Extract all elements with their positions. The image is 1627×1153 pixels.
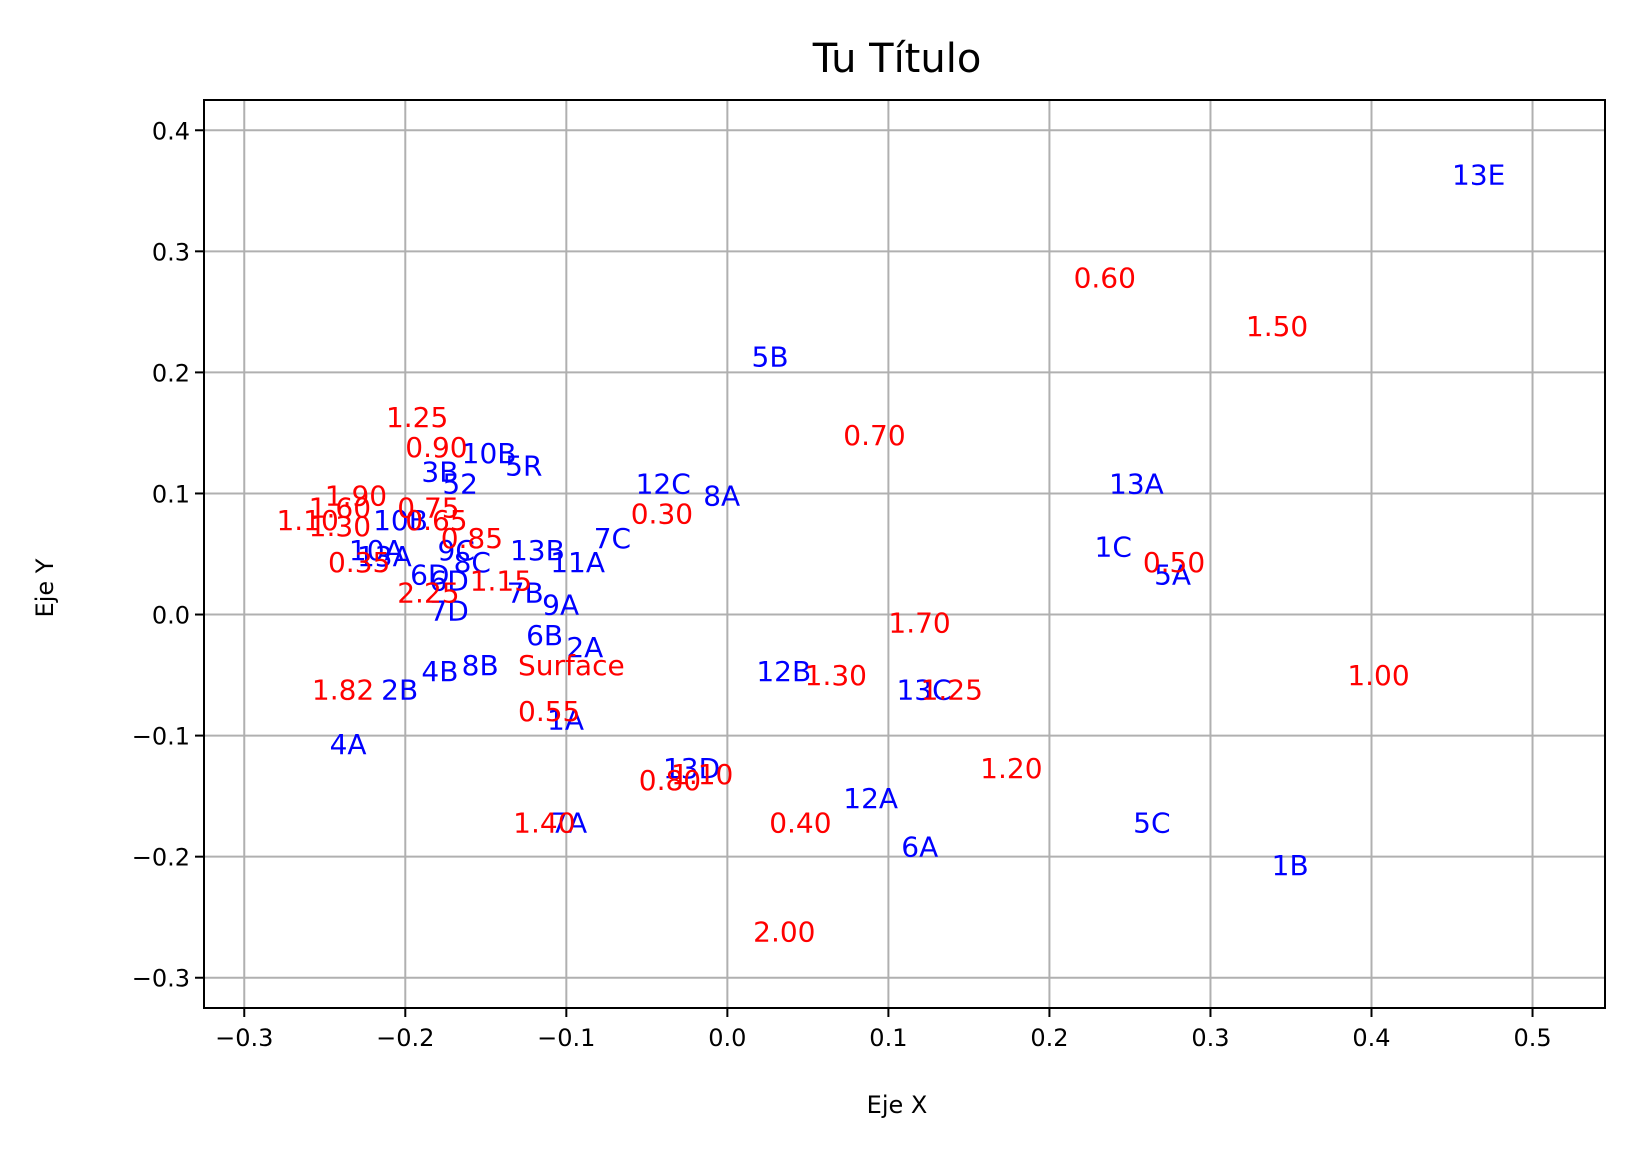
point-label: 4B bbox=[421, 655, 458, 688]
point-label: 5C bbox=[1133, 806, 1170, 839]
point-label: 1B bbox=[1272, 849, 1309, 882]
y-tick-label: −0.3 bbox=[132, 965, 190, 993]
point-label: 13A bbox=[357, 540, 412, 573]
point-label: 0.70 bbox=[843, 419, 905, 452]
point-label: 1.10 bbox=[276, 504, 338, 537]
point-label: 0.75 bbox=[397, 492, 459, 525]
point-label: 0.55 bbox=[518, 695, 580, 728]
x-tick-label: 0.2 bbox=[1030, 1024, 1068, 1052]
point-label: 1.10 bbox=[671, 758, 733, 791]
point-label: 0.90 bbox=[405, 431, 467, 464]
point-label: 13D bbox=[663, 752, 720, 785]
y-tick-label: 0.0 bbox=[152, 602, 190, 630]
point-label: 0.65 bbox=[405, 504, 467, 537]
point-label: 0.35 bbox=[328, 546, 390, 579]
point-label: 1.70 bbox=[888, 607, 950, 640]
point-label: 6D bbox=[429, 564, 468, 597]
point-label: 12C bbox=[636, 467, 691, 500]
x-tick-label: 0.4 bbox=[1352, 1024, 1390, 1052]
point-label: 1.25 bbox=[921, 673, 983, 706]
x-tick-label: 0.3 bbox=[1191, 1024, 1229, 1052]
point-label: 6A bbox=[901, 831, 938, 864]
point-label: 2B bbox=[381, 673, 418, 706]
chart-title: Tu Título bbox=[812, 36, 982, 82]
point-label: 0.60 bbox=[1074, 262, 1136, 295]
point-label: 4A bbox=[330, 728, 367, 761]
x-tick-label: −0.2 bbox=[376, 1024, 434, 1052]
point-label: 13A bbox=[1109, 467, 1164, 500]
point-label: 0.80 bbox=[639, 764, 701, 797]
point-label: 1.00 bbox=[1347, 659, 1409, 692]
point-label: 7B bbox=[507, 576, 544, 609]
x-tick-label: 0.5 bbox=[1513, 1024, 1551, 1052]
y-axis-label: Eje Y bbox=[31, 558, 59, 617]
point-label: 7C bbox=[594, 522, 631, 555]
point-label: 1.25 bbox=[386, 401, 448, 434]
point-label: 0.40 bbox=[769, 806, 831, 839]
point-label: 5A bbox=[1154, 558, 1191, 591]
point-label: 9A bbox=[542, 589, 579, 622]
grid-lines bbox=[204, 100, 1605, 1008]
point-label: 1.30 bbox=[309, 510, 371, 543]
point-label: 5B bbox=[752, 340, 789, 373]
point-label: 13E bbox=[1452, 159, 1505, 192]
point-label: 9C bbox=[438, 534, 475, 567]
x-axis-label: Eje X bbox=[867, 1091, 928, 1119]
x-tick-label: −0.1 bbox=[537, 1024, 595, 1052]
point-label: 1.15 bbox=[470, 564, 532, 597]
y-tick-label: 0.4 bbox=[152, 117, 190, 145]
x-tick-label: 0.1 bbox=[869, 1024, 907, 1052]
point-label: 1.90 bbox=[325, 480, 387, 513]
point-label: 11A bbox=[550, 546, 605, 579]
point-label: 3B bbox=[421, 455, 458, 488]
x-tick-label: 0.0 bbox=[708, 1024, 746, 1052]
point-label: 12B bbox=[756, 655, 811, 688]
point-label: 12A bbox=[843, 782, 898, 815]
point-label: 6D bbox=[410, 558, 449, 591]
point-label: 1A bbox=[547, 704, 584, 737]
point-label: 10B bbox=[373, 504, 428, 537]
point-label: 0.85 bbox=[441, 522, 503, 555]
plot-frame bbox=[203, 99, 1606, 1009]
y-tick-label: 0.2 bbox=[152, 359, 190, 387]
point-label: 1.40 bbox=[513, 806, 575, 839]
point-label: 10A bbox=[349, 534, 404, 567]
point-label: 8C bbox=[454, 546, 491, 579]
point-label: 5R bbox=[505, 449, 542, 482]
point-label: 2.00 bbox=[753, 915, 815, 948]
y-tick-label: −0.1 bbox=[132, 723, 190, 751]
point-label: 1.30 bbox=[805, 659, 867, 692]
point-label: 0.30 bbox=[631, 498, 693, 531]
point-label: 13B bbox=[510, 534, 565, 567]
point-label: 8B bbox=[462, 649, 499, 682]
point-label: 2A bbox=[566, 631, 603, 664]
point-label: 6B bbox=[526, 619, 563, 652]
y-tick-label: 0.3 bbox=[152, 238, 190, 266]
point-label: 1.50 bbox=[1246, 310, 1308, 343]
point-label: 1.82 bbox=[312, 673, 374, 706]
x-axis-ticks: −0.3 −0.2 −0.1 0.0 0.1 0.2 0.3 0.4 0.5 bbox=[215, 1008, 1552, 1052]
point-label: 1.60 bbox=[309, 492, 371, 525]
point-label: 1.20 bbox=[980, 752, 1042, 785]
point-label: 7D bbox=[429, 595, 468, 628]
point-label: 0.50 bbox=[1143, 546, 1205, 579]
point-label: 13C bbox=[896, 673, 951, 706]
point-label: 1C bbox=[1095, 530, 1132, 563]
y-axis-ticks: −0.3 −0.2 −0.1 0.0 0.1 0.2 0.3 0.4 bbox=[132, 117, 204, 993]
y-tick-label: 0.1 bbox=[152, 480, 190, 508]
point-label: 7A bbox=[550, 806, 587, 839]
point-label: Surface bbox=[518, 649, 625, 682]
point-label: 52 bbox=[442, 467, 478, 500]
y-tick-label: −0.2 bbox=[132, 844, 190, 872]
x-tick-label: −0.3 bbox=[215, 1024, 273, 1052]
point-label: 2.25 bbox=[397, 576, 459, 609]
point-label: 8A bbox=[703, 480, 740, 513]
point-label: 10B bbox=[462, 437, 517, 470]
